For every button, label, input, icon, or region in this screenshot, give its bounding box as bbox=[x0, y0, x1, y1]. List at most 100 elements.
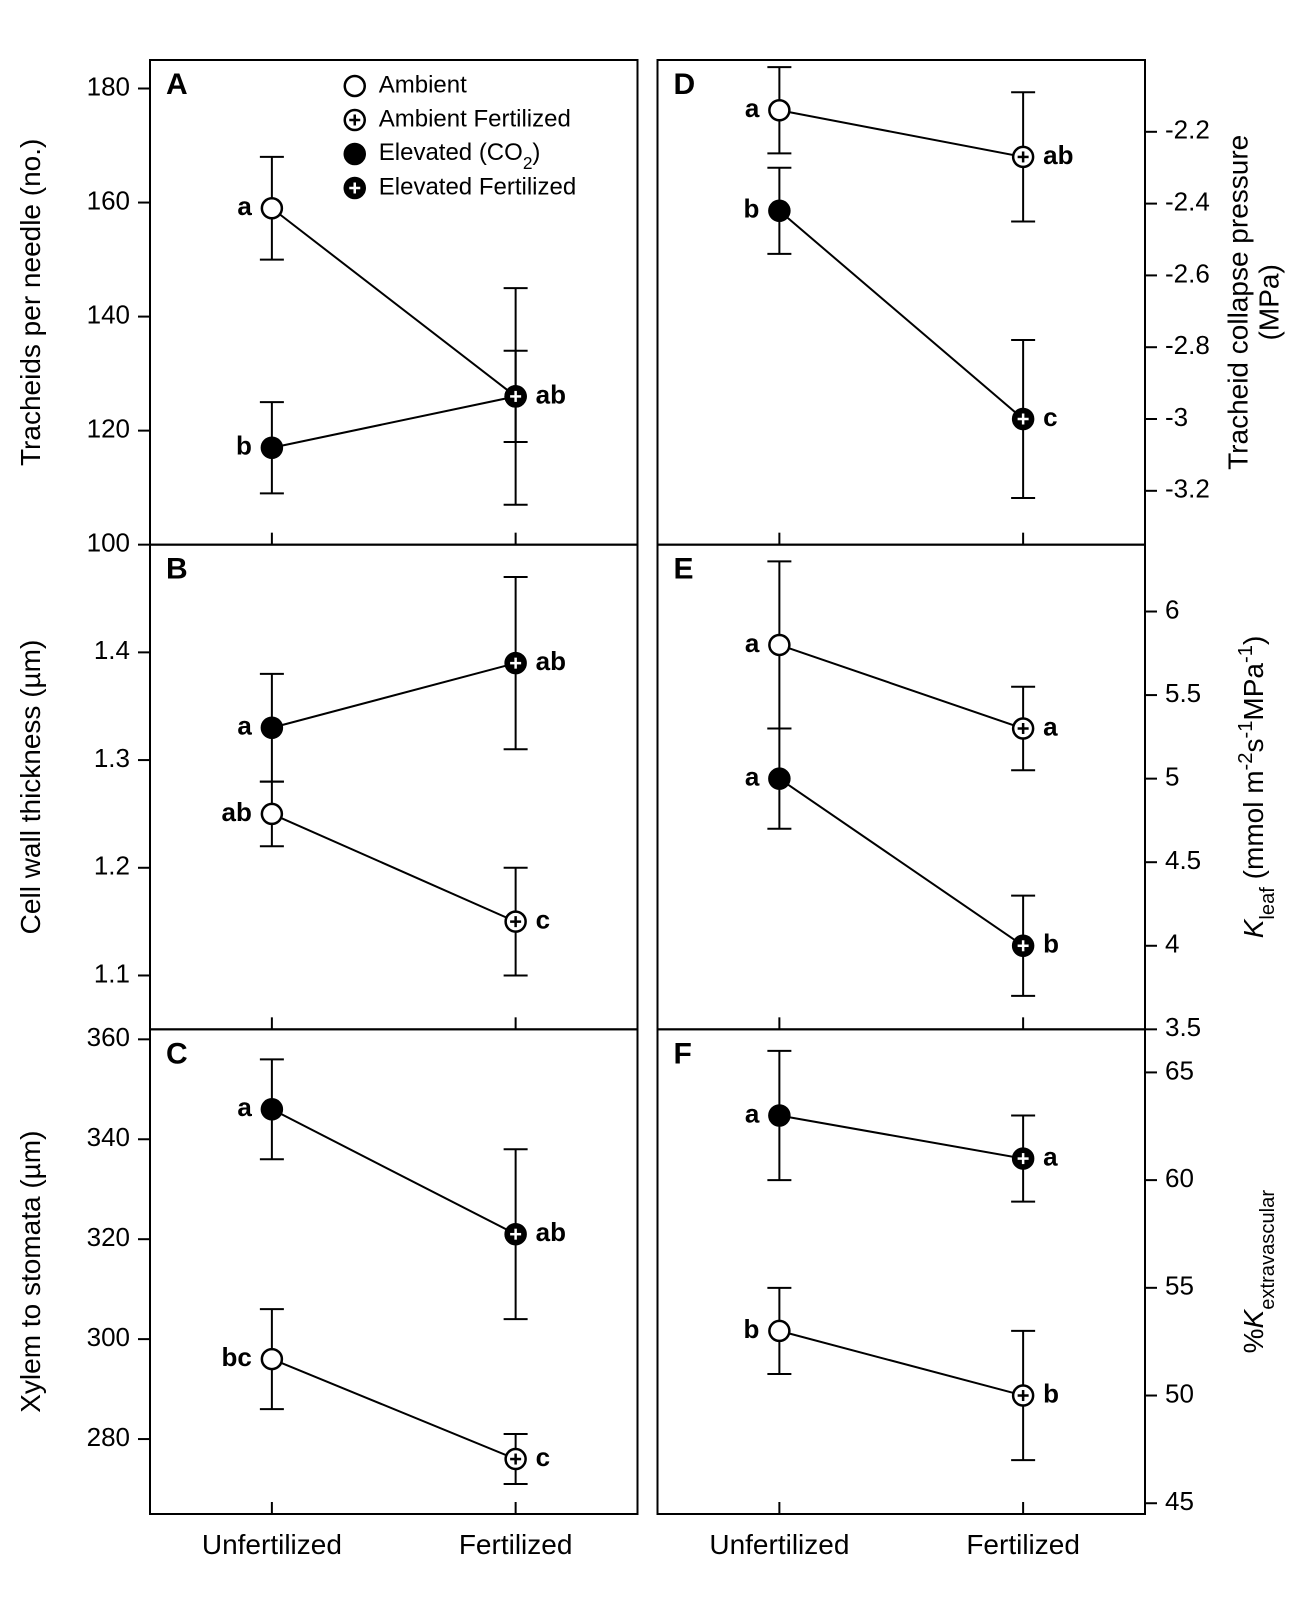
series-line bbox=[272, 1109, 516, 1234]
ytick-label: 180 bbox=[87, 71, 130, 101]
ytick-label: -2.8 bbox=[1165, 330, 1210, 360]
y-axis-label: Tracheids per needle (no.) bbox=[15, 139, 46, 466]
panel-D: -2.2 -2.4 -2.6 -2.8 -3 -3.2 Tracheid collapse … bbox=[658, 60, 1285, 545]
series-line bbox=[779, 211, 1023, 419]
ytick-label: 6 bbox=[1165, 594, 1179, 624]
legend-label: Elevated (CO2) bbox=[379, 139, 541, 172]
series-line bbox=[779, 645, 1023, 729]
ytick-label: 5 bbox=[1165, 762, 1179, 792]
panel-F: 4550556065UnfertilizedFertilized%Kextrav… bbox=[658, 1029, 1280, 1560]
figure-svg: 100 120 140 160 180 Tracheids per needle (no.… bbox=[0, 0, 1300, 1624]
marker-open-circle bbox=[769, 1321, 789, 1341]
significance-letter: c bbox=[1043, 402, 1057, 432]
ytick-label: 140 bbox=[87, 299, 130, 329]
marker-filled-circle bbox=[769, 201, 789, 221]
y-axis-label: Kleaf (mmol m-2s-1MPa-1) bbox=[1235, 636, 1279, 939]
x-category-label: Unfertilized bbox=[202, 1529, 342, 1560]
series-line bbox=[779, 110, 1023, 157]
ytick-label: 160 bbox=[87, 185, 130, 215]
significance-letter: a bbox=[237, 191, 252, 221]
legend: Ambient Ambient Fertilized Elevated (CO2)E… bbox=[345, 71, 576, 200]
x-category-label: Unfertilized bbox=[709, 1529, 849, 1560]
ytick-label: 1.1 bbox=[94, 958, 130, 988]
panel-letter: D bbox=[674, 68, 696, 101]
ytick-label: 3.5 bbox=[1165, 1012, 1201, 1042]
ytick-label: 300 bbox=[87, 1322, 130, 1352]
y-axis-label: Xylem to stomata (µm) bbox=[15, 1131, 46, 1413]
series-line bbox=[779, 779, 1023, 946]
panel-E: 3.544.555.56Kleaf (mmol m-2s-1MPa-1)aaab… bbox=[658, 545, 1280, 1043]
panel-letter: F bbox=[674, 1037, 692, 1070]
ytick-label: 280 bbox=[87, 1422, 130, 1452]
ytick-label: -3.2 bbox=[1165, 474, 1210, 504]
marker-filled-circle bbox=[769, 769, 789, 789]
significance-letter: b bbox=[743, 1314, 759, 1344]
panel-letter: B bbox=[166, 553, 188, 586]
legend-label: Elevated Fertilized bbox=[379, 173, 576, 200]
y-axis-label: %Kextravascular bbox=[1238, 1190, 1279, 1354]
significance-letter: a bbox=[237, 711, 252, 741]
y-axis-label: Tracheid collapse pressure(MPa) bbox=[1223, 135, 1285, 470]
marker-open-circle bbox=[262, 1349, 282, 1369]
panel-letter: C bbox=[166, 1037, 188, 1070]
ytick-label: 50 bbox=[1165, 1378, 1194, 1408]
significance-letter: c bbox=[536, 1442, 550, 1472]
ytick-label: 100 bbox=[87, 528, 130, 558]
ytick-label: -2.2 bbox=[1165, 115, 1210, 145]
ytick-label: 4 bbox=[1165, 929, 1179, 959]
series-line bbox=[272, 814, 516, 922]
series-line bbox=[272, 663, 516, 728]
y-axis-label: Cell wall thickness (µm) bbox=[15, 640, 46, 935]
panel-B: 1.11.21.31.4Cell wall thickness (µm)aaba… bbox=[15, 545, 638, 1030]
x-category-label: Fertilized bbox=[459, 1529, 573, 1560]
marker-open-circle bbox=[345, 76, 365, 96]
significance-letter: ab bbox=[536, 379, 566, 409]
marker-open-circle bbox=[262, 804, 282, 824]
ytick-label: 45 bbox=[1165, 1486, 1194, 1516]
significance-letter: a bbox=[1043, 1141, 1058, 1171]
significance-letter: b bbox=[236, 431, 252, 461]
series-line bbox=[272, 208, 516, 396]
ytick-label: 320 bbox=[87, 1222, 130, 1252]
ytick-label: -3 bbox=[1165, 402, 1188, 432]
ytick-label: -2.4 bbox=[1165, 186, 1210, 216]
significance-letter: a bbox=[1043, 711, 1058, 741]
significance-letter: a bbox=[237, 1092, 252, 1122]
series-line bbox=[272, 1359, 516, 1459]
series-line bbox=[779, 1331, 1023, 1396]
significance-letter: c bbox=[536, 905, 550, 935]
significance-letter: ab bbox=[1043, 140, 1073, 170]
panel-letter: E bbox=[674, 553, 694, 586]
significance-letter: ab bbox=[536, 1217, 566, 1247]
ytick-label: 1.4 bbox=[94, 635, 130, 665]
marker-filled-circle bbox=[769, 1105, 789, 1125]
panel-C: 280300320340360UnfertilizedFertilizedXyl… bbox=[15, 1022, 638, 1560]
significance-letter: a bbox=[745, 628, 760, 658]
significance-letter: b bbox=[1043, 929, 1059, 959]
ytick-label: 4.5 bbox=[1165, 845, 1201, 875]
ytick-label: 5.5 bbox=[1165, 678, 1201, 708]
significance-letter: a bbox=[745, 1098, 760, 1128]
ytick-label: 60 bbox=[1165, 1163, 1194, 1193]
marker-open-circle bbox=[769, 100, 789, 120]
significance-letter: b bbox=[1043, 1378, 1059, 1408]
ytick-label: 55 bbox=[1165, 1271, 1194, 1301]
marker-open-circle bbox=[769, 635, 789, 655]
marker-filled-circle bbox=[262, 438, 282, 458]
ytick-label: 360 bbox=[87, 1022, 130, 1052]
ytick-label: 65 bbox=[1165, 1055, 1194, 1085]
legend-label: Ambient bbox=[379, 71, 467, 98]
marker-filled-circle bbox=[262, 1099, 282, 1119]
ytick-label: -2.6 bbox=[1165, 258, 1210, 288]
significance-letter: b bbox=[743, 194, 759, 224]
panel-A: 100 120 140 160 180 Tracheids per needle (no.… bbox=[15, 60, 638, 558]
figure-container: 100 120 140 160 180 Tracheids per needle (no.… bbox=[0, 0, 1300, 1624]
significance-letter: a bbox=[745, 93, 760, 123]
marker-filled-circle bbox=[262, 718, 282, 738]
legend-label: Ambient Fertilized bbox=[379, 105, 571, 132]
series-line bbox=[779, 1115, 1023, 1158]
ytick-label: 120 bbox=[87, 414, 130, 444]
significance-letter: ab bbox=[222, 797, 252, 827]
marker-open-circle bbox=[262, 198, 282, 218]
significance-letter: ab bbox=[536, 646, 566, 676]
